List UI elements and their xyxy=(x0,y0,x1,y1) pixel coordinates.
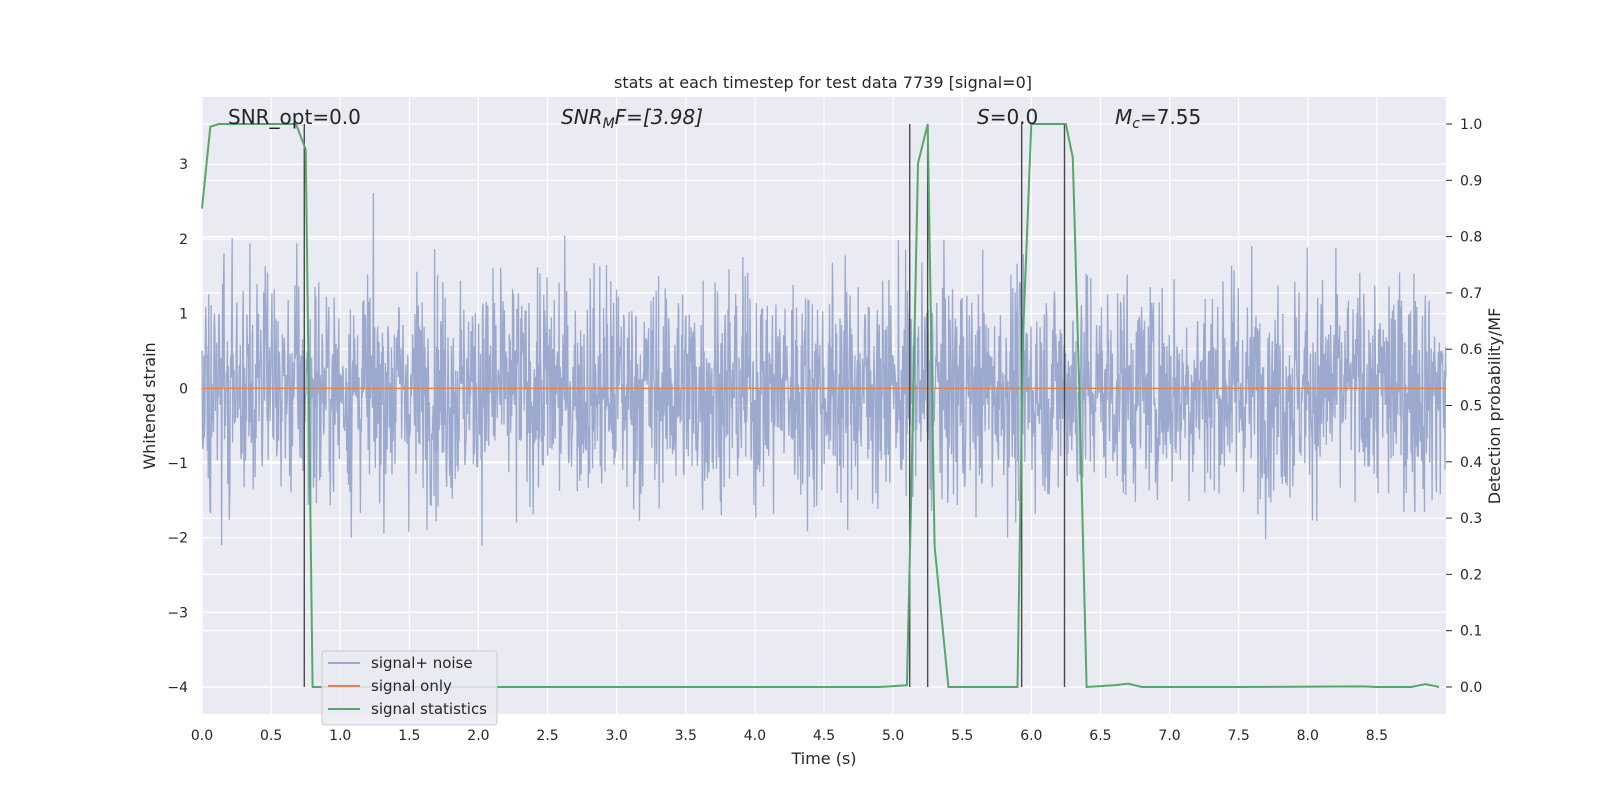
y-axis-label: Whitened strain xyxy=(140,342,159,469)
annotation-mc-rest: =7.55 xyxy=(1140,105,1201,129)
x-tick-label: 1.5 xyxy=(398,728,420,744)
y2-axis-ticks: 1.0 0.9 0.8 0.7 0.6 0.5 0.4 0.3 0.2 0.1 0.0 xyxy=(1446,117,1482,696)
annotation-snr-mf-sub: M xyxy=(603,116,615,132)
annotation-s: S=0.0 xyxy=(977,105,1038,129)
y2-tick-label: 0.0 xyxy=(1460,680,1482,696)
annotation-mc-sub: c xyxy=(1132,116,1140,132)
x-tick-label: 0.5 xyxy=(260,728,282,744)
x-tick-label: 4.5 xyxy=(813,728,835,744)
noise-line xyxy=(201,193,1447,546)
annotation-s-rest: =0.0 xyxy=(990,105,1039,129)
y-tick-label: 1 xyxy=(179,307,188,323)
legend-label-signal: signal only xyxy=(371,677,452,695)
legend-label-stats: signal statistics xyxy=(371,700,487,718)
y2-tick-label: 0.5 xyxy=(1460,399,1482,415)
chart-title: stats at each timestep for test data 773… xyxy=(614,73,1032,92)
y2-tick-label: 0.2 xyxy=(1460,567,1482,583)
annotation-snr-mf: SNRMF=[3.98] xyxy=(561,105,703,132)
y-tick-label: 3 xyxy=(179,157,188,173)
y2-tick-label: 1.0 xyxy=(1460,117,1482,133)
x-tick-label: 6.0 xyxy=(1020,728,1042,744)
y2-tick-label: 0.7 xyxy=(1460,286,1482,302)
y-tick-label: 0 xyxy=(179,381,188,397)
y2-axis-label: Detection probability/MF xyxy=(1485,308,1504,505)
x-tick-label: 3.5 xyxy=(675,728,697,744)
y2-tick-label: 0.6 xyxy=(1460,342,1482,358)
x-tick-label: 7.0 xyxy=(1158,728,1180,744)
legend-label-noise: signal+ noise xyxy=(371,654,473,672)
x-tick-label: 6.5 xyxy=(1089,728,1111,744)
x-tick-label: 2.0 xyxy=(467,728,489,744)
annotation-mc-var: M xyxy=(1115,105,1132,129)
x-tick-label: 4.0 xyxy=(744,728,766,744)
y2-tick-label: 0.3 xyxy=(1460,511,1482,527)
y2-tick-label: 0.4 xyxy=(1460,455,1482,471)
series-signal-statistics xyxy=(201,123,1440,689)
y-tick-label: 2 xyxy=(179,232,188,248)
signal-statistics-line xyxy=(201,123,1440,689)
y2-tick-label: 0.1 xyxy=(1460,624,1482,640)
x-tick-label: 5.0 xyxy=(882,728,904,744)
legend-box xyxy=(321,650,498,726)
y-tick-label: −1 xyxy=(167,456,188,472)
series-signal-plus-noise xyxy=(201,193,1447,546)
y-tick-label: −3 xyxy=(167,605,188,621)
y-tick-label: −4 xyxy=(167,680,188,696)
x-tick-label: 5.5 xyxy=(951,728,973,744)
x-axis-ticks: 0.0 0.5 1.0 1.5 2.0 2.5 3.0 3.5 4.0 4.5 5.0 5.5 6.0 6… xyxy=(191,728,1388,744)
x-axis-label: Time (s) xyxy=(790,749,856,768)
y-axis-ticks: 3 2 1 0 −1 −2 −3 −4 xyxy=(167,157,188,696)
annotation-snr-mf-var: SNR xyxy=(561,105,603,129)
annotation-snr-opt: SNR_opt=0.0 xyxy=(228,105,361,129)
legend: signal+ noise signal only signal statist… xyxy=(321,650,498,726)
y-tick-label: −2 xyxy=(167,531,188,547)
x-tick-label: 8.0 xyxy=(1297,728,1319,744)
x-tick-label: 8.5 xyxy=(1366,728,1388,744)
y2-tick-label: 0.8 xyxy=(1460,230,1482,246)
x-tick-label: 7.5 xyxy=(1228,728,1250,744)
annotation-s-var: S xyxy=(977,105,990,129)
x-tick-label: 0.0 xyxy=(191,728,213,744)
x-tick-label: 1.0 xyxy=(329,728,351,744)
annotation-mc: Mc=7.55 xyxy=(1115,105,1201,132)
y2-tick-label: 0.9 xyxy=(1460,173,1482,189)
x-tick-label: 3.0 xyxy=(606,728,628,744)
x-tick-label: 2.5 xyxy=(536,728,558,744)
annotation-snr-mf-rest: F=[3.98] xyxy=(615,105,703,129)
